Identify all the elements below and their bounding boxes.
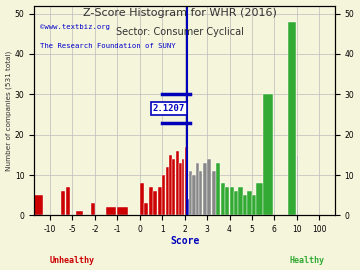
Bar (166, 167, 169, 215)
Text: The Research Foundation of SUNY: The Research Foundation of SUNY (40, 43, 176, 49)
Bar (158, 187, 162, 215)
Bar (162, 175, 165, 215)
Bar (221, 183, 225, 215)
Bar (196, 163, 199, 215)
X-axis label: Score: Score (170, 235, 199, 246)
Text: Unhealthy: Unhealthy (50, 256, 95, 265)
Bar (288, 22, 297, 215)
Bar (61, 191, 66, 215)
Bar (216, 163, 220, 215)
Bar (76, 211, 83, 215)
Bar (176, 151, 179, 215)
Bar (149, 187, 153, 215)
Bar (212, 171, 216, 215)
Bar (252, 195, 256, 215)
Bar (106, 207, 116, 215)
Bar (225, 187, 229, 215)
Bar (117, 207, 128, 215)
Bar (183, 159, 184, 215)
Bar (172, 159, 175, 215)
Bar (256, 183, 263, 215)
Bar (185, 147, 187, 215)
Bar (234, 191, 238, 215)
Bar (187, 199, 189, 215)
Bar (91, 203, 95, 215)
Bar (140, 183, 144, 215)
Y-axis label: Number of companies (531 total): Number of companies (531 total) (5, 50, 12, 171)
Bar (34, 195, 42, 215)
Bar (247, 191, 252, 215)
Bar (199, 171, 202, 215)
Bar (207, 159, 211, 215)
Text: Healthy: Healthy (289, 256, 324, 265)
Bar (238, 187, 243, 215)
Text: ©www.textbiz.org: ©www.textbiz.org (40, 25, 110, 31)
Bar (169, 155, 172, 215)
Bar (203, 163, 207, 215)
Bar (144, 203, 148, 215)
Bar (153, 191, 157, 215)
Bar (66, 187, 70, 215)
Text: 2.1207: 2.1207 (153, 104, 185, 113)
Bar (230, 187, 234, 215)
Bar (243, 195, 247, 215)
Text: Z-Score Histogram for WHR (2016): Z-Score Histogram for WHR (2016) (83, 8, 277, 18)
Bar (193, 175, 195, 215)
Bar (179, 163, 182, 215)
Bar (297, 155, 298, 215)
Bar (263, 94, 274, 215)
Text: Sector: Consumer Cyclical: Sector: Consumer Cyclical (116, 27, 244, 37)
Bar (189, 171, 192, 215)
